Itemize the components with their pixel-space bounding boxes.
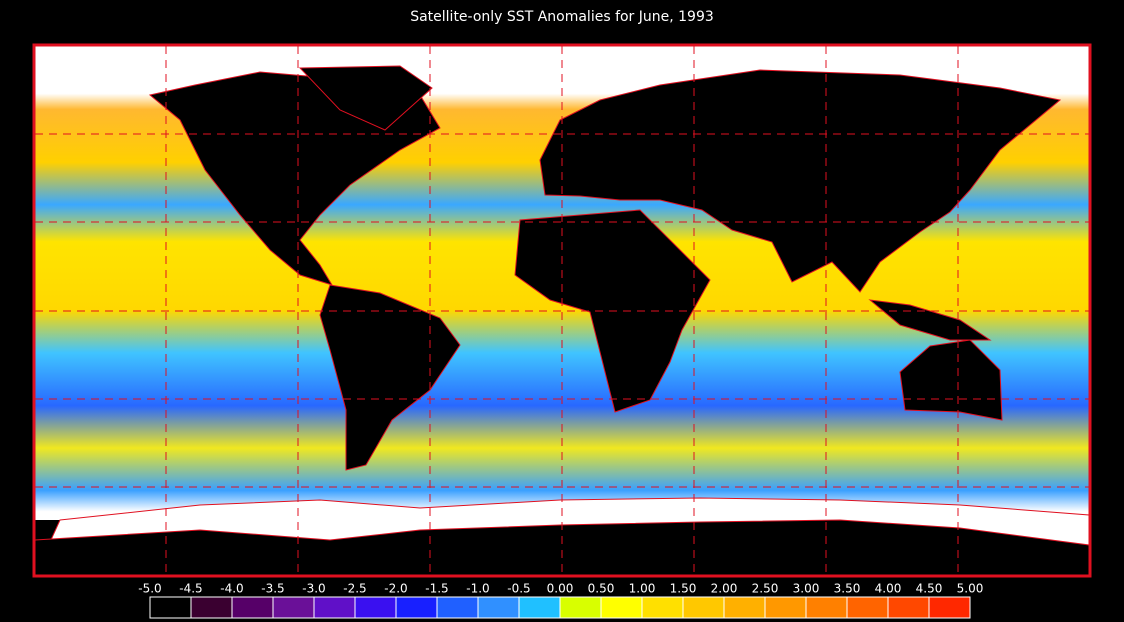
- greenland: [298, 65, 433, 131]
- colorbar-label: 0.00: [547, 582, 574, 596]
- colorbar-swatch: [887, 596, 930, 619]
- colorbar-label: 1.00: [629, 582, 656, 596]
- colorbar: -5.0 -4.5 -4.0 -3.5 -3.0 -2.5 -2.0 -1.5 -1.0 -0.5…: [138, 582, 983, 619]
- colorbar-label: -2.5: [343, 582, 366, 596]
- colorbar-label: 4.00: [875, 582, 902, 596]
- colorbar-swatch: [354, 596, 397, 619]
- colorbar-swatch: [518, 596, 561, 619]
- colorbar-label: 3.00: [793, 582, 820, 596]
- colorbar-swatch: [600, 596, 643, 619]
- colorbar-swatch: [764, 596, 807, 619]
- colorbar-swatch: [641, 596, 684, 619]
- colorbar-label: -1.5: [425, 582, 448, 596]
- colorbar-label: 0.50: [588, 582, 615, 596]
- colorbar-swatch: [190, 596, 233, 619]
- colorbar-swatch: [805, 596, 848, 619]
- australia: [899, 339, 1003, 421]
- colorbar-label: -1.0: [466, 582, 489, 596]
- colorbar-swatch: [231, 596, 274, 619]
- map-title: Satellite-only SST Anomalies for June, 1…: [410, 9, 714, 25]
- colorbar-label: -3.5: [261, 582, 284, 596]
- colorbar-label: -3.0: [302, 582, 325, 596]
- colorbar-label: -2.0: [384, 582, 407, 596]
- indonesia: [868, 299, 992, 341]
- map-frame: [32, 43, 1092, 578]
- colorbar-label: 5.00: [957, 582, 984, 596]
- colorbar-label: -4.5: [179, 582, 202, 596]
- colorbar-swatch: [395, 596, 438, 619]
- colorbar-swatch: [436, 596, 479, 619]
- map: [32, 43, 1092, 578]
- colorbar-swatch: [272, 596, 315, 619]
- colorbar-label: 1.50: [670, 582, 697, 596]
- colorbar-swatch: [846, 596, 889, 619]
- colorbar-label: -5.0: [138, 582, 161, 596]
- colorbar-label: -0.5: [507, 582, 530, 596]
- colorbar-label: -4.0: [220, 582, 243, 596]
- colorbar-swatch: [149, 596, 192, 619]
- colorbar-label: 3.50: [834, 582, 861, 596]
- colorbar-swatch: [313, 596, 356, 619]
- colorbar-swatch: [477, 596, 520, 619]
- colorbar-label: 2.00: [711, 582, 738, 596]
- colorbar-swatch: [928, 596, 971, 619]
- colorbar-label: 4.50: [916, 582, 943, 596]
- colorbar-swatch: [723, 596, 766, 619]
- colorbar-label: 2.50: [752, 582, 779, 596]
- colorbar-swatch: [682, 596, 725, 619]
- colorbar-swatch: [559, 596, 602, 619]
